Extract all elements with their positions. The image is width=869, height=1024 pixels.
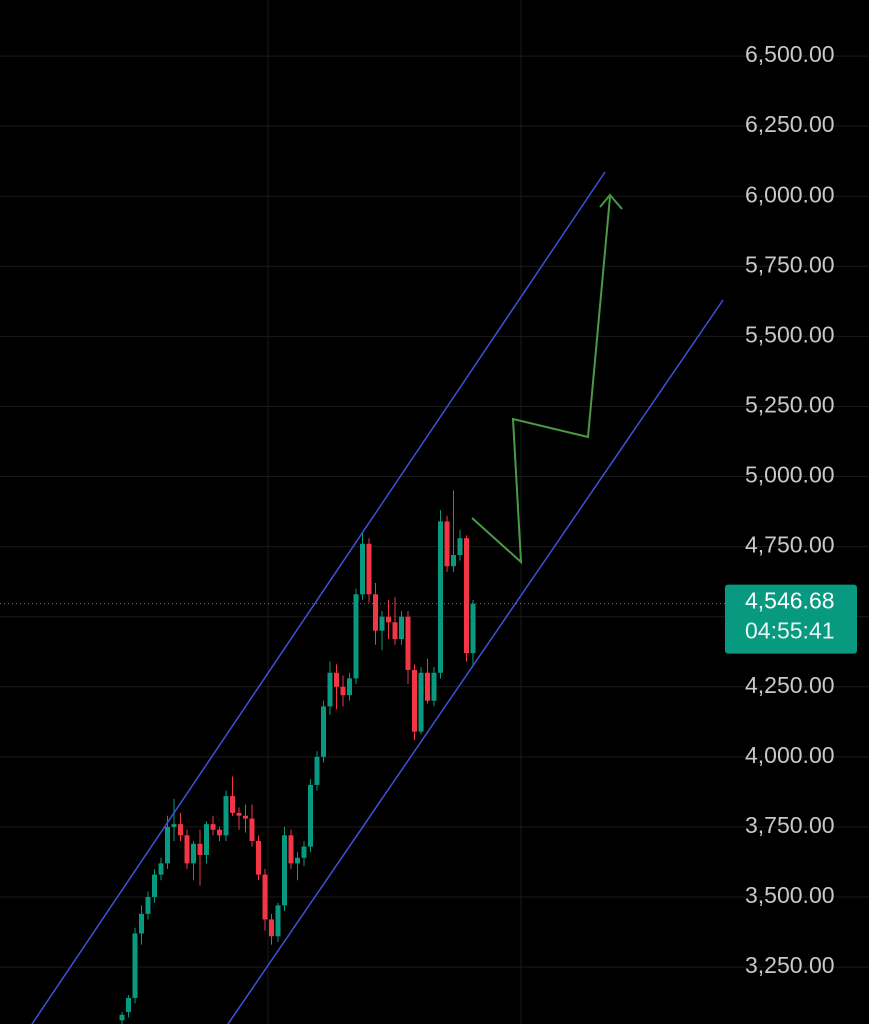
- candle-body: [308, 784, 313, 847]
- candle-body: [217, 829, 222, 836]
- candle-body: [405, 616, 411, 670]
- y-tick-label: 4,250.00: [745, 672, 835, 698]
- candle-body: [347, 678, 352, 696]
- y-tick-label: 6,000.00: [745, 181, 835, 207]
- candle-body: [392, 622, 398, 640]
- candle-body: [197, 843, 203, 855]
- candle-body: [379, 616, 385, 631]
- candle-body: [353, 594, 359, 679]
- candle-body: [288, 835, 294, 864]
- candle-body: [132, 933, 138, 998]
- y-tick-label: 4,000.00: [745, 742, 835, 768]
- last-price-label: 4,546.68: [745, 588, 835, 614]
- candle-body: [145, 897, 151, 914]
- candle-body: [236, 812, 242, 816]
- candle-body: [256, 840, 261, 875]
- candle-body: [399, 616, 404, 640]
- countdown: 04:55:41: [745, 618, 835, 644]
- candle-body: [243, 815, 248, 819]
- candle-body: [412, 669, 417, 732]
- y-tick-label: 3,500.00: [745, 882, 835, 908]
- y-tick-label: 5,250.00: [745, 392, 835, 418]
- candle-body: [464, 538, 469, 654]
- candle-body: [386, 616, 391, 623]
- candle-body: [184, 835, 190, 864]
- y-tick-label: 5,000.00: [745, 462, 835, 488]
- candle-body: [418, 672, 424, 732]
- candle-body: [262, 874, 268, 920]
- candle-body: [165, 826, 170, 864]
- candle-body: [425, 672, 430, 701]
- projection-arrow: [471, 196, 611, 565]
- candle-body: [444, 521, 450, 567]
- candle-body: [275, 905, 281, 937]
- candle-body: [431, 672, 437, 701]
- candle-body: [223, 796, 229, 836]
- candle-body: [126, 997, 131, 1012]
- candle-body: [451, 555, 456, 567]
- y-tick-label: 4,750.00: [745, 532, 835, 558]
- candle-body: [373, 594, 378, 631]
- candle-body: [282, 835, 287, 906]
- y-tick-label: 3,750.00: [745, 812, 835, 838]
- candle-body: [230, 796, 235, 813]
- candle-body: [314, 756, 320, 785]
- candle-body: [366, 543, 372, 595]
- y-tick-label: 3,250.00: [745, 952, 835, 978]
- candles: [119, 490, 476, 1024]
- candle-body: [191, 843, 196, 864]
- candle-body: [438, 521, 443, 673]
- y-tick-label: 6,500.00: [745, 41, 835, 67]
- y-tick-label: 6,250.00: [745, 111, 835, 137]
- candle-body: [360, 543, 365, 595]
- arrow-head: [599, 193, 623, 210]
- price-badge: [725, 584, 857, 654]
- candle-body: [295, 857, 300, 864]
- candle-body: [321, 706, 326, 757]
- candle-body: [119, 1014, 125, 1021]
- candle-body: [210, 824, 216, 830]
- candle-body: [334, 672, 339, 687]
- candle-body: [249, 818, 255, 841]
- candle-body: [139, 913, 144, 934]
- candle-body: [178, 824, 183, 836]
- candle-body: [171, 824, 177, 827]
- y-tick-label: 5,750.00: [745, 251, 835, 277]
- candle-body: [269, 919, 274, 937]
- candle-body: [158, 863, 164, 875]
- candle-body: [327, 672, 333, 707]
- candle-body: [470, 603, 476, 654]
- channel-upper: [31, 171, 606, 1024]
- candle-body: [152, 874, 157, 898]
- channel-lower: [227, 299, 724, 1024]
- candle-body: [340, 686, 346, 696]
- y-tick-label: 5,500.00: [745, 321, 835, 347]
- overlay: 4,546.68 04:55:41: [0, 584, 857, 654]
- candle-body: [457, 538, 463, 556]
- candle-body: [301, 846, 307, 858]
- candle-body: [204, 824, 209, 855]
